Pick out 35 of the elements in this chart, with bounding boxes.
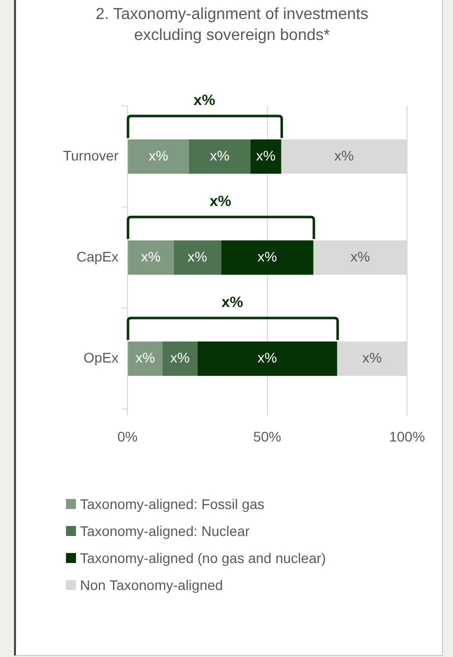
data-label: x% [210, 147, 230, 164]
data-label: x% [350, 248, 370, 264]
legend-label: Non Taxonomy-aligned [80, 576, 223, 592]
x-tick-label: 100% [389, 428, 425, 444]
y-tick-label: Turnover [62, 147, 119, 164]
bar [221, 240, 314, 275]
data-label: x% [362, 350, 382, 366]
y-tick-label: OpEx [83, 350, 118, 366]
data-label: x% [148, 147, 168, 164]
bar [174, 240, 222, 275]
y-tick-label: CapEx [76, 248, 118, 264]
data-label: x% [188, 248, 208, 264]
legend-label: Taxonomy-aligned: Nuclear [80, 522, 250, 538]
bar [250, 139, 282, 174]
data-label: x% [334, 147, 354, 164]
data-label: x% [135, 350, 155, 366]
bar [128, 341, 162, 376]
legend-label: Taxonomy-aligned (no gas and nuclear) [80, 550, 326, 566]
annotation: x% [194, 92, 216, 110]
data-label: x% [256, 147, 276, 164]
legend-label: Taxonomy-aligned: Fossil gas [80, 496, 264, 512]
bar [197, 341, 338, 376]
bar [128, 240, 174, 275]
data-label: x% [170, 350, 190, 366]
data-label: x% [141, 248, 161, 264]
bar [188, 139, 250, 174]
annotation: x% [221, 294, 244, 312]
x-tick-label: 50% [253, 428, 282, 444]
annotation: x% [210, 193, 232, 210]
bar [162, 341, 198, 376]
chart-title: 2. Taxonomy-alignment of investments excluding sovereign bonds* [94, 5, 370, 46]
x-tick-label: 0% [117, 428, 138, 444]
data-label: x% [258, 248, 277, 264]
bar [128, 139, 189, 174]
data-label: x% [258, 350, 277, 366]
